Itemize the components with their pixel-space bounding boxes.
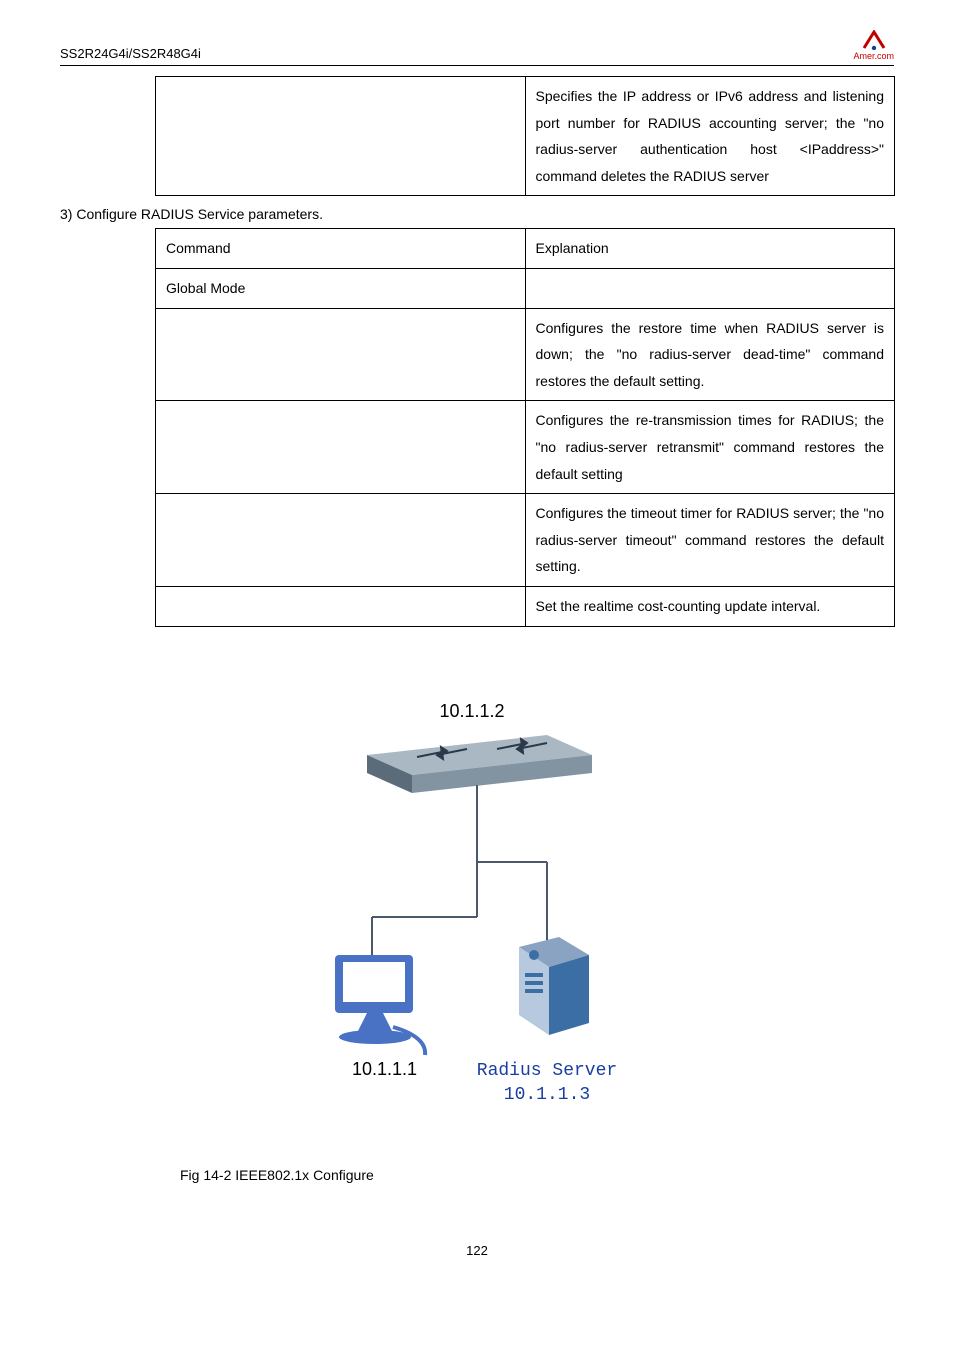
model-label: SS2R24G4i/SS2R48G4i	[60, 46, 201, 61]
table-row: Configures the restore time when RADIUS …	[156, 308, 895, 401]
cell-command	[156, 401, 526, 494]
cell-explanation	[525, 268, 895, 308]
page-number: 122	[60, 1243, 894, 1258]
cell-command	[156, 77, 526, 196]
cell-explanation: Configures the restore time when RADIUS …	[525, 308, 895, 401]
column-header-command: Command	[156, 229, 526, 269]
server-label-1: Radius Server	[477, 1061, 617, 1081]
figure-topology: 10.1.1.2 10.	[60, 697, 894, 1183]
cell-explanation: Specifies the IP address or IPv6 address…	[525, 77, 895, 196]
table-row: Set the realtime cost-counting update in…	[156, 586, 895, 626]
logo-triangle-icon	[860, 30, 888, 51]
cell-command	[156, 586, 526, 626]
brand-logo: Amer.com	[853, 30, 894, 61]
server-icon	[519, 937, 589, 1035]
table-radius-service-params: Command Explanation Global Mode Configur…	[155, 228, 895, 626]
cell-command	[156, 494, 526, 587]
column-header-explanation: Explanation	[525, 229, 895, 269]
table-radius-accounting: Specifies the IP address or IPv6 address…	[155, 76, 895, 196]
topology-diagram: 10.1.1.2 10.	[297, 697, 657, 1127]
table-row: Specifies the IP address or IPv6 address…	[156, 77, 895, 196]
step-3-heading: 3) Configure RADIUS Service parameters.	[60, 206, 894, 222]
pc-icon	[335, 955, 425, 1055]
cell-explanation: Configures the timeout timer for RADIUS …	[525, 494, 895, 587]
server-label-2: 10.1.1.3	[504, 1085, 590, 1105]
cell-command	[156, 308, 526, 401]
table-row: Global Mode	[156, 268, 895, 308]
cell-explanation: Configures the re-transmission times for…	[525, 401, 895, 494]
figure-caption: Fig 14-2 IEEE802.1x Configure	[180, 1167, 374, 1183]
table-row: Configures the re-transmission times for…	[156, 401, 895, 494]
cell-command: Global Mode	[156, 268, 526, 308]
switch-icon	[367, 735, 592, 793]
ip-left-label: 10.1.1.1	[352, 1059, 417, 1079]
table-row: Configures the timeout timer for RADIUS …	[156, 494, 895, 587]
cell-explanation: Set the realtime cost-counting update in…	[525, 586, 895, 626]
ip-top-label: 10.1.1.2	[439, 701, 504, 721]
logo-text: Amer.com	[853, 51, 894, 61]
table-row: Command Explanation	[156, 229, 895, 269]
